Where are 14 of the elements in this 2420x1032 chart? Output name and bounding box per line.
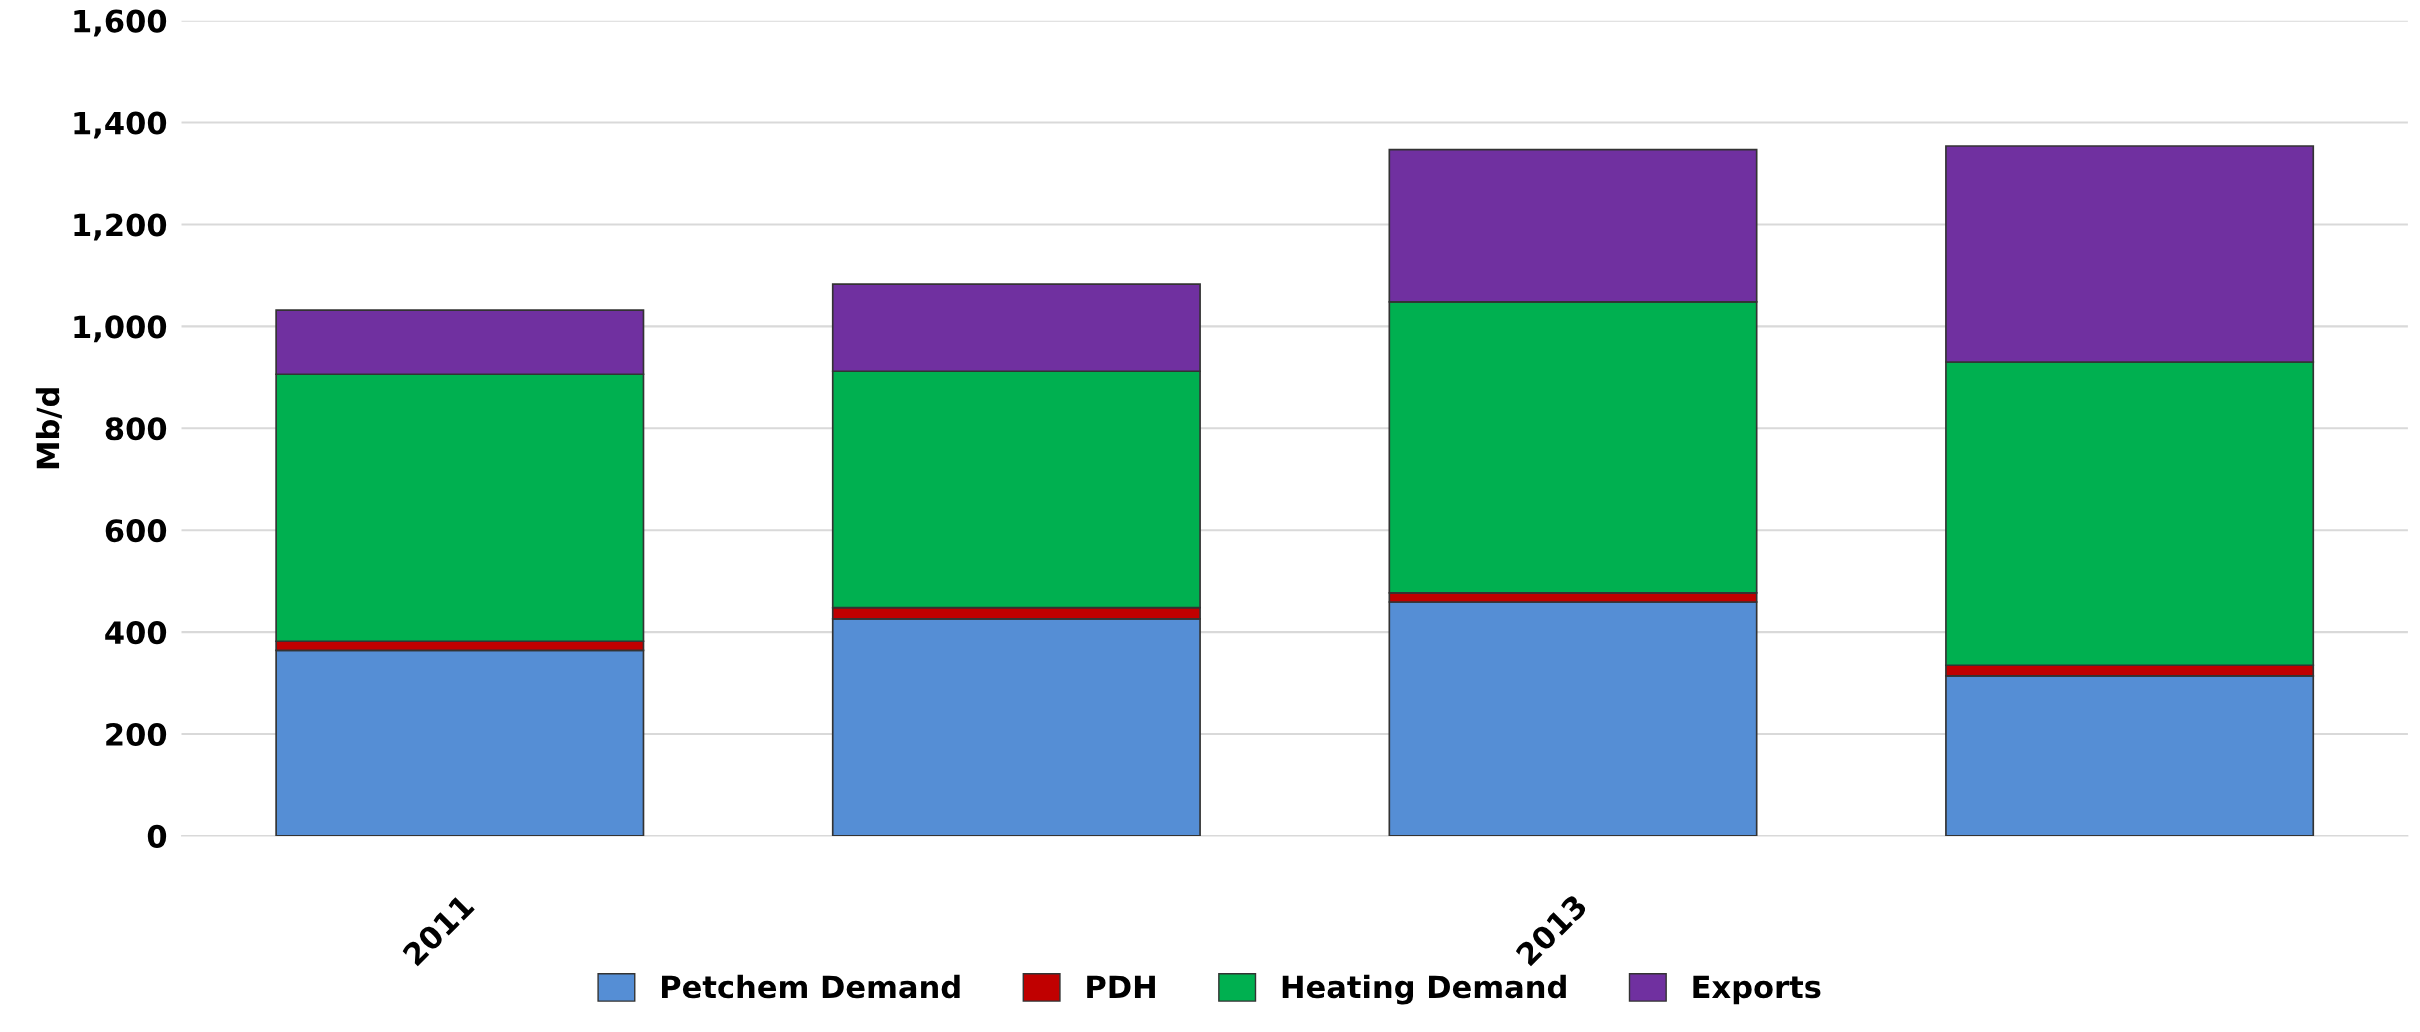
- legend-label: Heating Demand: [1282, 974, 1566, 1005]
- y-tick-label: 1,200: [74, 213, 167, 241]
- y-tick-label: 0: [147, 824, 167, 848]
- y-tick-label: 200: [106, 722, 167, 747]
- y-tick-label: 600: [105, 519, 167, 543]
- y-axis-title: Mb/d: [35, 388, 62, 469]
- y-tick-label: 1,600: [74, 9, 167, 37]
- y-tick-label: 800: [105, 417, 167, 441]
- legend-label: Petchem Demand: [662, 974, 960, 999]
- y-tick-label: 400: [105, 621, 167, 645]
- y-tick-label: 1,000: [74, 315, 167, 343]
- legend-label: PDH: [1087, 975, 1155, 998]
- legend-label: Exports: [1693, 975, 1821, 1005]
- y-tick-label: 1,400: [74, 111, 167, 139]
